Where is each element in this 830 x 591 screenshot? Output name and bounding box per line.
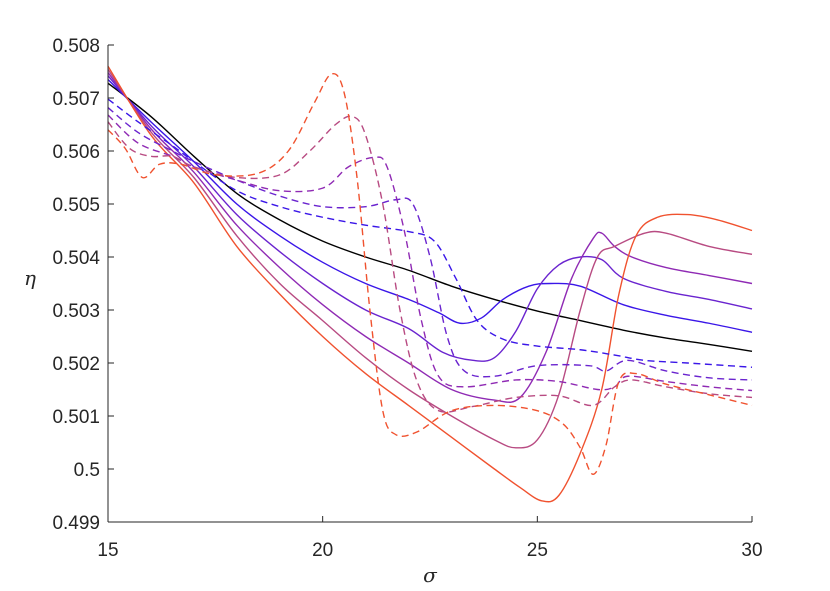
series-line-3-solid <box>107 75 753 362</box>
y-axis-label: η <box>24 266 36 290</box>
series-line-10-dashed <box>107 115 753 413</box>
y-tick-label: 0.505 <box>52 195 100 216</box>
x-tick-label: 30 <box>741 540 762 561</box>
series-line-11-dashed <box>107 73 753 475</box>
x-tick-label: 20 <box>312 540 333 561</box>
y-tick-label: 0.5 <box>74 460 100 481</box>
series-line-5-solid <box>107 68 753 449</box>
y-tick-label: 0.499 <box>52 513 100 534</box>
series-line-9-dashed <box>107 114 753 392</box>
y-tick-label: 0.503 <box>52 301 100 322</box>
x-tick-label: 25 <box>527 540 548 561</box>
axes: 15 20 25 30 0.499 0.5 0.501 0.502 0.503 0.504 0.50… <box>52 36 762 561</box>
y-tick-label: 0.502 <box>52 354 100 375</box>
series-line-7-dashed <box>107 98 753 368</box>
y-tick-label: 0.508 <box>52 36 100 57</box>
y-tick-label: 0.507 <box>52 89 100 110</box>
series-line-8-dashed <box>107 107 753 381</box>
x-axis-label: σ <box>423 563 438 587</box>
series-layer <box>107 65 753 503</box>
x-tick-label: 15 <box>97 540 118 561</box>
series-line-6-solid <box>107 65 753 503</box>
series-line-1-solid <box>107 82 753 353</box>
y-tick-label: 0.506 <box>52 142 100 163</box>
y-tick-label: 0.501 <box>52 407 100 428</box>
series-line-2-solid <box>107 78 753 333</box>
y-tick-label: 0.504 <box>52 248 100 269</box>
